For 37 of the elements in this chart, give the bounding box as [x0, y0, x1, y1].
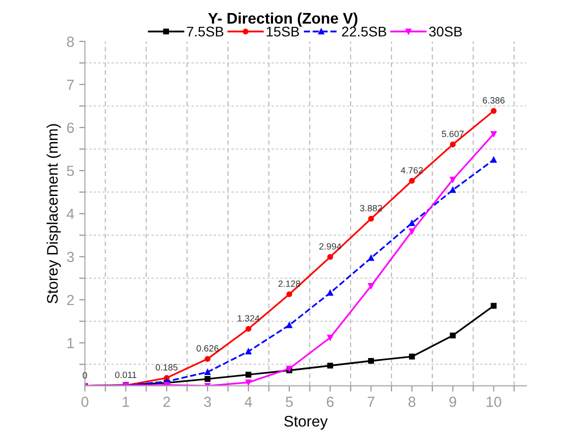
data-label: 0.011	[115, 372, 136, 378]
data-label: 0	[82, 372, 88, 379]
data-label: 3.882	[360, 204, 382, 212]
data-label: 5.607	[442, 130, 464, 138]
x-tick-label: 7	[368, 396, 374, 407]
x-tick-label: 6	[326, 396, 334, 407]
x-tick-label: 9	[449, 396, 456, 407]
data-label: 6.386	[482, 97, 505, 104]
legend-label: 15SB	[266, 26, 299, 37]
chart-title: Y- Direction (Zone V)	[208, 12, 358, 27]
data-label: 1.324	[238, 315, 260, 322]
y-axis-title: Storey Displacement (mm)	[46, 124, 61, 304]
x-tick-label: 8	[408, 396, 416, 407]
x-tick-label: 10	[486, 396, 502, 407]
x-tick-label: 5	[286, 396, 293, 407]
y-tick-label: 3	[66, 252, 74, 262]
legend-label: 30SB	[429, 26, 462, 37]
x-tick-label: 1	[122, 396, 130, 407]
x-tick-label: 2	[163, 396, 170, 407]
legend-label: 7.5SB	[186, 26, 224, 37]
y-tick-label: 1	[67, 338, 74, 348]
data-label: 0.626	[196, 345, 218, 352]
y-tick-label: 8	[67, 36, 74, 47]
y-tick-label: 6	[67, 122, 74, 133]
x-tick-label: 3	[204, 396, 211, 407]
x-axis-title: Storey	[284, 416, 328, 430]
data-label: 0.185	[156, 364, 178, 371]
data-label: 2.994	[319, 243, 342, 250]
y-tick-label: 2	[67, 294, 74, 306]
x-tick-label: 0	[81, 396, 88, 407]
y-tick-label: 5	[66, 166, 74, 176]
x-tick-label: 4	[244, 396, 252, 407]
data-label: 4.762	[400, 167, 423, 174]
legend-label: 22.5SB	[342, 26, 386, 37]
data-label: 2.128	[278, 280, 300, 287]
y-tick-label: 7	[67, 80, 74, 90]
y-tick-label: 4	[66, 208, 74, 219]
